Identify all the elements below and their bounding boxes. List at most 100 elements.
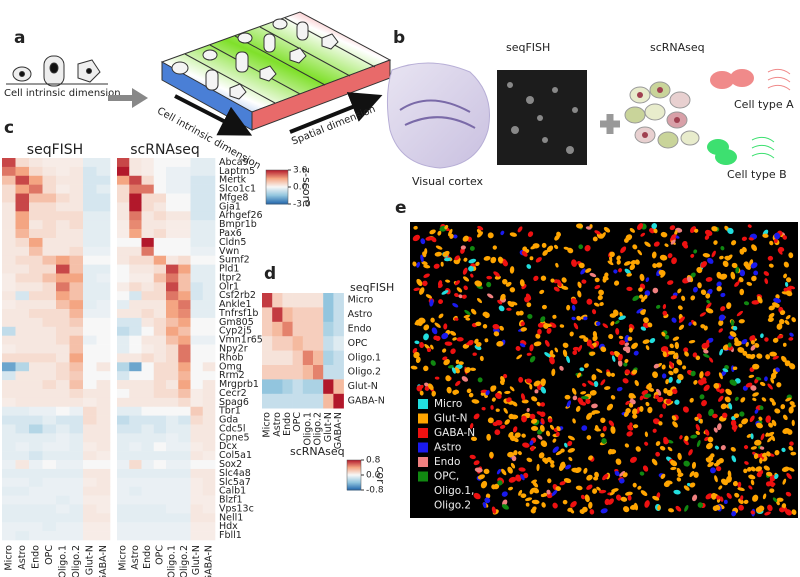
cell-dot [636,308,644,314]
cell-dot [669,361,674,369]
heatmap-cell [42,202,57,212]
cell-dot [682,365,687,370]
heatmap-cell [117,300,130,310]
heatmap-cell [42,353,57,363]
cell-dot [520,393,526,401]
cell-dot [781,503,787,509]
cell-dot [777,248,783,255]
heatmap-cell [272,307,283,323]
heatmap-cell [178,477,191,487]
heatmap-cell [15,451,30,461]
heatmap-cell [333,379,344,395]
heatmap-cell [15,202,30,212]
cell-dot [741,236,747,241]
heatmap-cell [83,353,97,363]
cell-dot [781,447,786,453]
cell-dot [750,385,757,391]
heatmap-cell [190,362,204,372]
heatmap-cell [190,309,204,319]
heatmap-cell [178,335,191,345]
heatmap-cell [117,451,130,461]
heatmap-cell [153,317,167,328]
column-label: OPC [44,545,55,565]
heatmap-cell [178,344,191,354]
cell-dot [704,429,710,436]
heatmap-cell [166,184,179,194]
cell-dot [525,502,530,507]
cell-dot [555,486,560,491]
legend-swatch [418,471,428,482]
heatmap-cell [96,264,111,274]
heatmap-cell [96,424,111,434]
cell-dot [443,359,450,366]
cell-dot [707,257,714,264]
cell-dot [492,245,497,250]
heatmap-cell [166,255,179,265]
cell-dot [593,380,599,388]
cell-dot [639,405,644,412]
cell-dot [667,253,673,259]
cell-dot [518,376,524,383]
cell-dot [653,228,658,234]
cell-dot [625,348,631,354]
cell-dot [495,408,500,412]
cell-dot [716,281,722,287]
colorbar-segment [347,469,361,471]
cell-dot [475,261,480,267]
heatmap-cell [69,477,84,487]
heatmap-cell [202,424,216,434]
cell-dot [720,445,726,451]
colorbar-segment [347,477,361,479]
cell-dot [442,356,448,361]
legend-label: Endo [434,456,460,468]
gene-label: Vwn [219,246,239,257]
cell-dot [657,505,661,511]
heatmap-cell [69,273,84,283]
heatmap-cell [141,362,155,372]
cell-dot [730,271,736,280]
heatmap-cell [129,193,142,203]
cell-dot [547,418,553,423]
cell-dot [586,435,592,440]
cell-dot [426,347,432,353]
cell-dot [769,351,777,357]
cell-dot [643,317,649,324]
heatmap-cell [202,460,216,470]
cell-dot [610,372,616,377]
heatmap-cell [153,380,167,390]
cell-dot [663,438,669,445]
heatmap-cell [2,246,16,257]
cell-dot [708,357,714,363]
cell-dot [599,302,604,306]
heatmap-cell [117,388,130,399]
cell-dot [442,250,450,257]
cell-dot [626,273,633,277]
cell-dot [655,304,661,309]
heatmap-cell [96,184,111,194]
cell-dot [430,360,436,366]
cell-dot [776,500,780,506]
cell-dot [740,397,746,403]
heatmap-cell [42,406,57,416]
heatmap-cell [96,388,111,399]
cell-dot [554,244,559,250]
heatmap-cell [42,433,57,443]
colorbar-segment [266,197,288,199]
cell-dot [469,245,475,251]
cell-dot [416,278,423,286]
cell-dot [714,445,719,450]
heatmap-cell [166,309,179,319]
panel-label: d [264,264,276,284]
cell-dot [774,473,779,480]
gene-label: Cpne5 [219,432,250,443]
cell-dot [540,386,547,394]
heatmap-cell [42,317,57,328]
cell-dot [412,234,421,242]
gene-label: Slco1c1 [219,184,256,195]
row-label: Micro [348,295,374,306]
heatmap-cell [141,486,155,496]
heatmap-cell [96,229,111,239]
heatmap-cell [56,380,70,390]
heatmap-cell [166,531,179,541]
cell-dot [750,479,755,486]
